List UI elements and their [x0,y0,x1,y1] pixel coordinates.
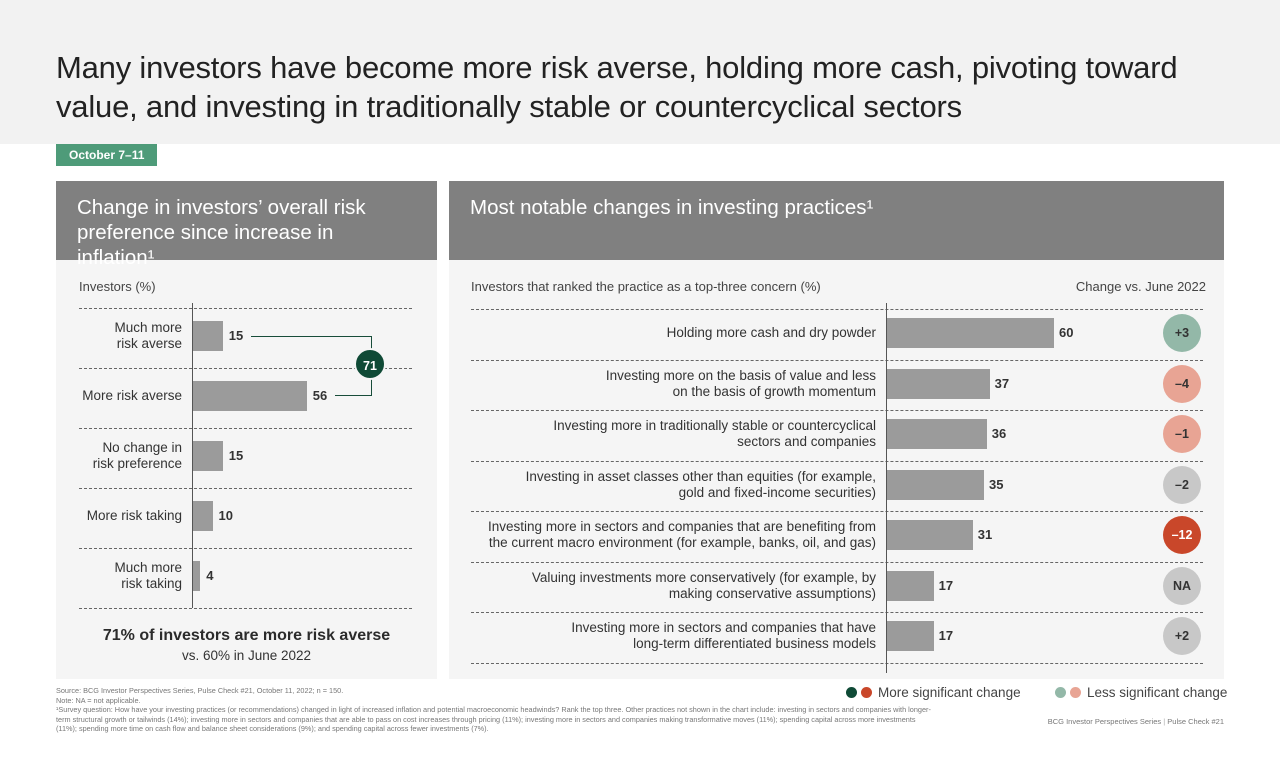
footer-issue: Pulse Check #21 [1167,717,1224,726]
change-badge: +3 [1163,314,1201,353]
source-notes: Source: BCG Investor Perspectives Series… [56,686,936,734]
practice-bar [886,368,990,399]
note-line: Note: NA = not applicable. [56,695,141,705]
practice-bar [886,570,934,601]
risk-row-divider [79,608,412,609]
risk-bar [192,381,307,411]
practice-category-label: Investing in asset classes other than eq… [525,468,876,500]
risk-bar [192,321,223,351]
practice-category-label: Investing more in traditionally stable o… [553,418,876,450]
change-badge: –2 [1163,465,1201,504]
practice-value-label: 17 [938,628,954,644]
legend-less-significant: Less significant change [1055,685,1227,700]
risk-value-label: 15 [228,448,244,463]
risk-value-label: 4 [206,568,214,583]
risk-row-divider [79,488,412,489]
risk-value-label: 15 [228,328,244,343]
date-tag: October 7–11 [56,144,158,166]
header-band [0,0,1280,144]
change-badge: –12 [1163,516,1201,555]
risk-category-label: No change in risk preference [92,440,182,471]
practice-category-label: Investing more in sectors and companies … [488,519,876,551]
risk-category-label: Much more risk taking [114,560,182,591]
risk-category-label: More risk taking [86,508,182,523]
risk-category-label: Much more risk averse [114,320,182,351]
page-title: Many investors have become more risk ave… [56,50,1178,124]
practice-value-label: 17 [938,577,954,593]
risk-bar [192,561,201,591]
practice-bar [886,469,984,500]
legend-dot-light-red [1070,687,1081,698]
practice-category-label: Valuing investments more conservatively … [531,569,876,601]
legend-dot-dark-red [861,687,872,698]
risk-row-divider [79,428,412,429]
practice-bar [886,621,934,652]
footer-series: BCG Investor Perspectives Series | Pulse… [1048,717,1224,726]
legend-less-label: Less significant change [1087,685,1228,700]
practice-value-label: 36 [991,426,1007,442]
practice-row-divider [471,309,1203,310]
risk-row-divider [79,368,412,369]
risk-row-divider [79,308,412,309]
practices-axis-label: Investors that ranked the practice as a … [471,279,821,294]
risk-bar [192,441,223,471]
practice-axis-line [886,303,887,673]
risk-summary-sub: vs. 60% in June 2022 [181,648,312,663]
change-badge: –1 [1163,415,1201,454]
risk-bar [192,501,213,531]
risk-axis-line [192,303,193,608]
legend-more-significant: More significant change [846,685,1021,700]
footer-series-name: BCG Investor Perspectives Series [1047,717,1162,726]
change-badge: +2 [1163,617,1201,656]
investing-practices-header: Most notable changes in investing practi… [449,181,1224,260]
practice-row-divider [471,511,1203,512]
practice-bar [886,520,973,551]
practice-category-label: Investing more on the basis of value and… [605,367,876,399]
practice-bar [886,419,987,450]
footer-separator: | [1163,717,1166,726]
practice-value-label: 35 [989,476,1004,492]
practice-bar [886,318,1054,349]
risk-preference-panel: Change in investors’ overall risk prefer… [56,181,437,679]
change-badge: –4 [1163,364,1201,403]
risk-bracket-bottom [334,366,372,396]
practice-row-divider [471,359,1203,361]
legend-more-label: More significant change [878,685,1021,700]
practice-row-divider [471,561,1203,563]
practice-row-divider [471,662,1203,664]
practice-value-label: 37 [994,375,1010,391]
legend-dot-dark-green [846,687,857,698]
risk-row-divider [79,548,412,549]
practice-row-divider [471,460,1203,462]
legend-dot-light-green [1055,687,1066,698]
risk-total-badge: 71 [354,348,386,380]
practice-row-divider [471,612,1203,613]
change-badge: NA [1163,566,1201,605]
risk-category-label: More risk averse [82,388,182,403]
practice-category-label: Holding more cash and dry powder [666,325,876,341]
practice-category-label: Investing more in sectors and companies … [571,620,876,652]
risk-preference-header: Change in investors’ overall risk prefer… [56,181,437,269]
footnote-line: ¹Survey question: How have your investin… [56,705,931,734]
practice-value-label: 31 [977,527,993,543]
risk-summary: 71% of investors are more risk averse vs… [56,627,437,663]
practice-row-divider [471,410,1203,411]
source-line: Source: BCG Investor Perspectives Series… [56,686,344,695]
change-column-label: Change vs. June 2022 [1075,279,1206,294]
practice-value-label: 60 [1059,325,1074,341]
risk-value-label: 56 [312,388,328,403]
risk-value-label: 10 [218,508,233,523]
investing-practices-panel: Most notable changes in investing practi… [449,181,1224,679]
risk-summary-main: 71% of investors are more risk averse [102,627,391,644]
risk-axis-label: Investors (%) [79,279,156,294]
